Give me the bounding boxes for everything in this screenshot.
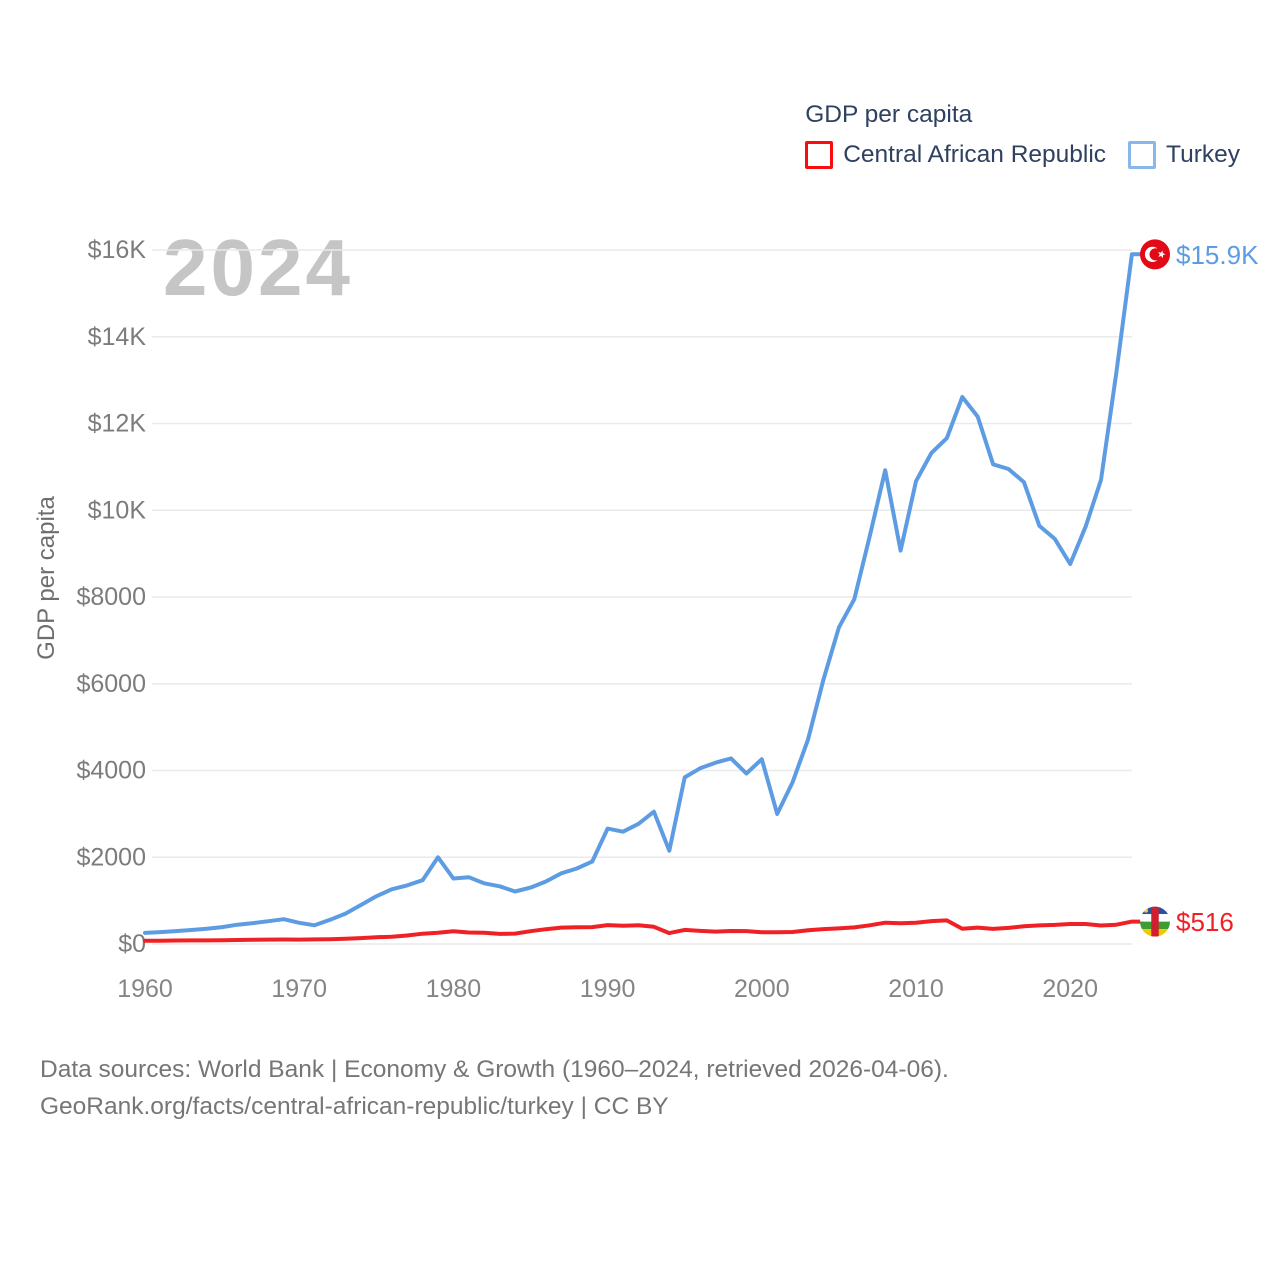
series-line-central-african-republic: [143, 918, 1144, 943]
turkey-flag-icon: [1140, 239, 1170, 270]
legend-label-central-african-republic: Central African Republic: [843, 141, 1107, 168]
legend-swatch-turkey: [1128, 141, 1157, 169]
y-tick-label: $4000: [76, 757, 146, 785]
x-tick-label: 1970: [271, 975, 327, 1003]
legend-item-central-african-republic[interactable]: Central African Republic: [805, 141, 1106, 169]
x-tick-label: 1960: [117, 975, 173, 1003]
x-tick-label: 2000: [734, 975, 790, 1003]
y-tick-label: $6000: [76, 670, 146, 698]
y-tick-label: $2000: [76, 843, 146, 871]
y-tick-label: $0: [118, 930, 146, 958]
legend-item-turkey[interactable]: Turkey: [1128, 141, 1240, 169]
legend: GDP per capita Central African Republic …: [805, 100, 1240, 169]
x-tick-label: 2020: [1042, 975, 1098, 1003]
central-african-republic-flag-icon: [1140, 906, 1170, 937]
central-african-republic-value-label: $516: [1176, 907, 1234, 937]
legend-label-turkey: Turkey: [1166, 141, 1240, 168]
footer-attribution: GeoRank.org/facts/central-african-republ…: [40, 1093, 669, 1120]
y-tick-label: $8000: [76, 583, 146, 611]
x-tick-label: 2010: [888, 975, 944, 1003]
y-tick-label: $12K: [88, 410, 147, 438]
x-tick-label: 1980: [426, 975, 482, 1003]
x-tick-label: 1990: [580, 975, 636, 1003]
y-axis-title: GDP per capita: [33, 496, 60, 660]
footer-data-sources: Data sources: World Bank | Economy & Gro…: [40, 1056, 949, 1083]
legend-title: GDP per capita: [805, 101, 973, 128]
series-line-turkey: [143, 252, 1144, 935]
year-watermark: 2024: [163, 223, 353, 312]
y-tick-label: $16K: [88, 236, 147, 264]
legend-swatch-central-african-republic: [805, 141, 834, 169]
turkey-value-label: $15.9K: [1176, 240, 1259, 270]
footer: Data sources: World Bank | Economy & Gro…: [40, 1051, 949, 1125]
y-tick-label: $14K: [88, 323, 147, 351]
legend-row: Central African Republic Turkey: [805, 141, 1240, 169]
y-tick-label: $10K: [88, 496, 147, 524]
